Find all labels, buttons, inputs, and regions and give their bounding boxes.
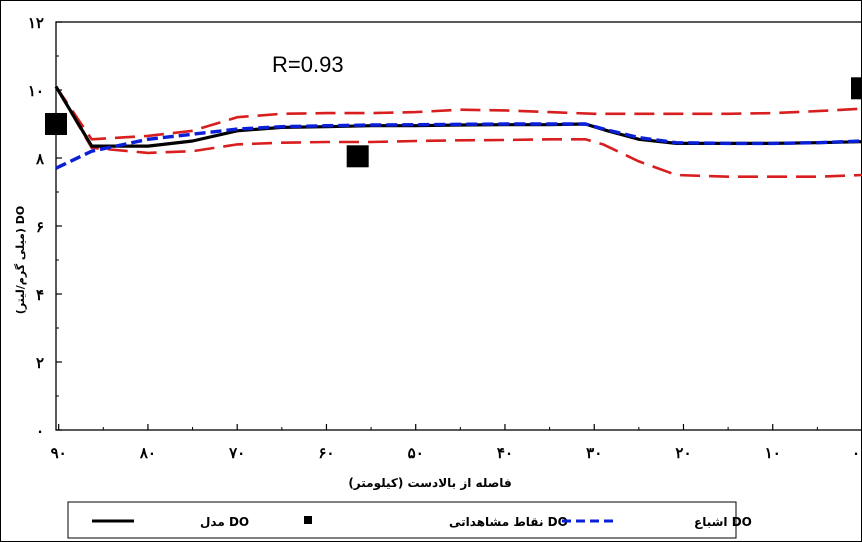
x-tick-label-3: ۶۰ [318,444,334,462]
series-line-3 [54,85,862,178]
x-tick-label-6: ۳۰ [586,444,602,462]
x-tick-label-8: ۱۰ [765,444,781,462]
legend-label-model: DO مدل [200,515,249,529]
legend-label-saturation: DO اشباع [694,515,752,529]
series-line-2 [54,85,862,141]
series-layer [54,85,862,178]
legend-box [67,501,737,539]
x-axis-label: فاصله از بالادست (کیلومتر) [348,476,511,491]
y-tick-label-4: ۸ [35,150,45,168]
observed-point-1 [346,145,369,168]
y-axis-label: DO (میلی گرم/لیتر) [14,206,27,314]
y-tick-label-3: ۶ [36,218,44,236]
y-tick-label-5: ۱۰ [28,82,44,100]
x-tick-label-7: ۲۰ [675,444,691,462]
x-tick-label-2: ۷۰ [228,444,245,462]
y-tick-label-2: ۴ [36,286,44,304]
legend-label-observed: DO نقاط مشاهداتی [449,515,568,529]
legend: DO مدل DO نقاط مشاهداتی DO اشباع [67,501,752,539]
legend-swatch-observed [304,516,312,524]
y-tick-label-6: ۱۲ [28,14,44,32]
observed-point-2 [851,77,862,100]
x-axis-ticks: ۹۰ ۸۰ ۷۰ ۶۰ ۵۰ ۴۰ ۳۰ ۲۰ ۱۰ ۰ [51,424,862,462]
x-tick-label-9: ۰ [852,444,860,462]
y-axis-ticks: ۰ ۲ ۴ ۶ ۸ ۱۰ ۱۲ [28,14,62,440]
y-tick-label-1: ۲ [36,354,44,372]
x-tick-label-4: ۵۰ [408,444,424,462]
x-tick-label-0: ۹۰ [51,444,67,462]
x-tick-label-5: ۴۰ [497,444,513,462]
r-annotation: R=0.93 [272,52,344,77]
series-line-1 [55,122,862,170]
y-tick-label-0: ۰ [36,422,44,440]
x-tick-label-1: ۸۰ [139,444,156,462]
